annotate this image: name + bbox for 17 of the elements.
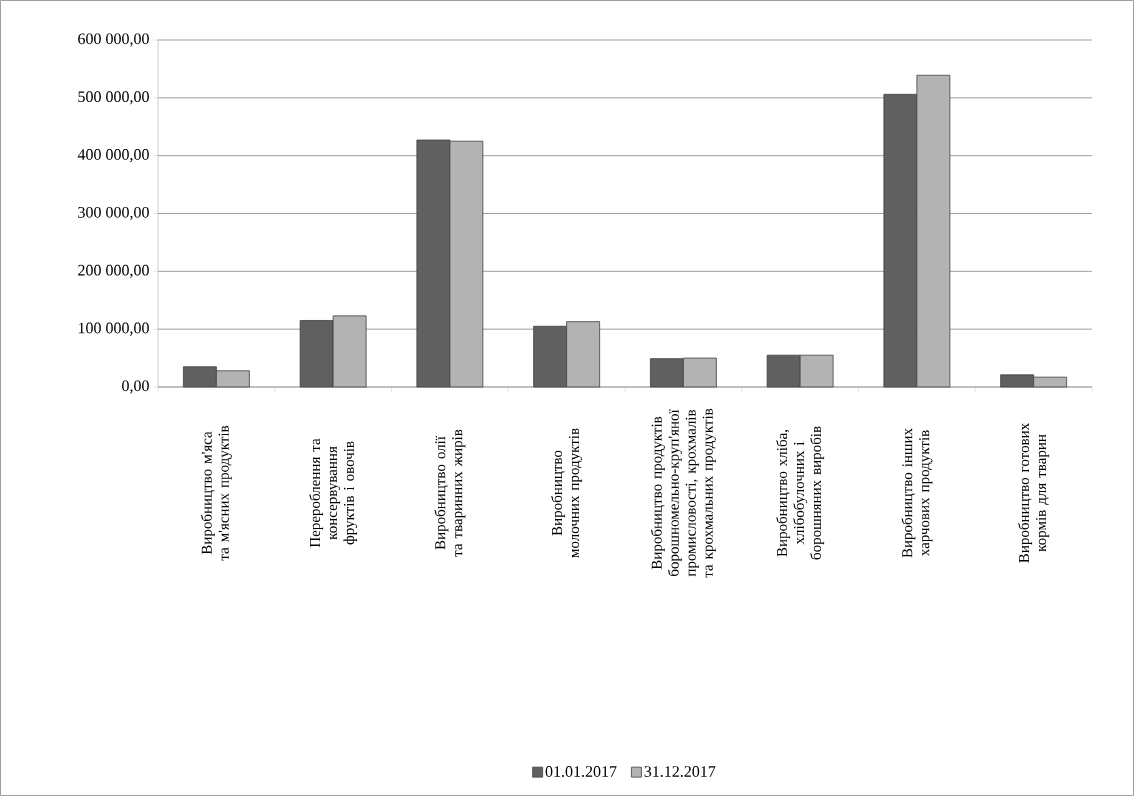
y-tick-label: 600 000,00 (78, 33, 149, 47)
x-tick-label: Виробництво молочних продуктів (551, 428, 583, 558)
y-tick-label: 400 000,00 (77, 149, 149, 163)
x-tick-label: Виробництво олії та тваринних жирів (434, 429, 466, 557)
legend-label: 01.01.2017 (545, 766, 617, 777)
legend-label: 31.12.2017 (644, 766, 716, 777)
y-tick-label: 0,00 (122, 380, 149, 394)
y-tick-label: 100 000,00 (78, 322, 149, 336)
x-tick-label: Виробництво м'яса та м'ясних продуктів (200, 425, 232, 561)
x-tick-label: Виробництво продуктів борошномельно-круп'яної промисловості, крохмалів та крохмальних продуктів (650, 408, 716, 578)
x-tick-label: Перероблення та консервування фруктів і овочів (309, 438, 358, 548)
y-tick-label: 300 000,00 (78, 206, 149, 221)
y-tick-label: 200 000,00 (78, 264, 149, 278)
x-tick-label: Виробництво хліба, хлібобулочних і борошняних виробів (776, 426, 825, 560)
x-tick-label: Виробництво інших харчових продуктів (901, 428, 933, 558)
x-tick-label: Виробництво готових кормів для тварин (1018, 423, 1050, 563)
y-tick-label: 500 000,00 (78, 91, 149, 105)
